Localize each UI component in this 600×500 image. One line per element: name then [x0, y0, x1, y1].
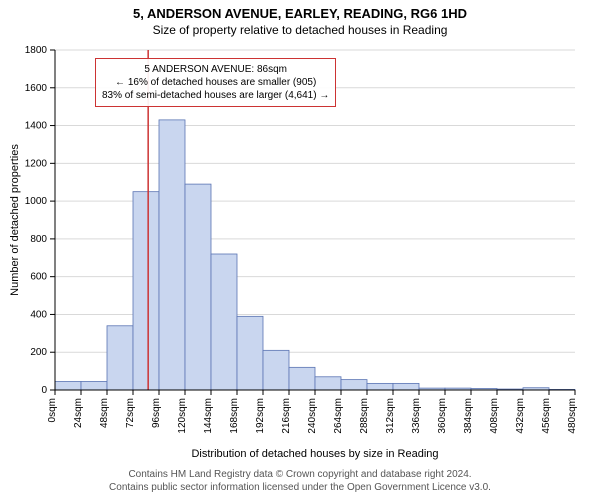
svg-text:1000: 1000 [25, 196, 48, 207]
y-axis-label: Number of detached properties [9, 144, 21, 296]
svg-text:216sqm: 216sqm [281, 398, 292, 434]
chart-title-line2: Size of property relative to detached ho… [0, 21, 600, 37]
svg-text:400: 400 [30, 309, 47, 320]
annotation-line1: 5 ANDERSON AVENUE: 86sqm [102, 63, 329, 76]
footer-line2: Contains public sector information licen… [0, 481, 600, 494]
svg-text:480sqm: 480sqm [567, 398, 578, 434]
chart-container: 5, ANDERSON AVENUE, EARLEY, READING, RG6… [0, 0, 600, 500]
svg-text:264sqm: 264sqm [333, 398, 344, 434]
svg-text:240sqm: 240sqm [307, 398, 318, 434]
svg-text:432sqm: 432sqm [515, 398, 526, 434]
svg-text:168sqm: 168sqm [229, 398, 240, 434]
svg-text:200: 200 [30, 347, 47, 358]
footer-line1: Contains HM Land Registry data © Crown c… [0, 468, 600, 481]
footer-attribution: Contains HM Land Registry data © Crown c… [0, 468, 600, 494]
svg-text:1200: 1200 [25, 158, 48, 169]
svg-text:456sqm: 456sqm [541, 398, 552, 434]
svg-text:1400: 1400 [25, 121, 48, 132]
svg-text:0sqm: 0sqm [47, 398, 58, 422]
annotation-line3: 83% of semi-detached houses are larger (… [102, 89, 329, 102]
svg-text:384sqm: 384sqm [463, 398, 474, 434]
svg-text:1800: 1800 [25, 45, 48, 56]
svg-text:24sqm: 24sqm [73, 398, 84, 428]
svg-text:800: 800 [30, 234, 47, 245]
svg-text:120sqm: 120sqm [177, 398, 188, 434]
annotation-box: 5 ANDERSON AVENUE: 86sqm ← 16% of detach… [95, 58, 336, 107]
svg-text:360sqm: 360sqm [437, 398, 448, 434]
svg-text:0: 0 [41, 385, 47, 396]
x-axis-label: Distribution of detached houses by size … [55, 448, 575, 460]
chart-title-line1: 5, ANDERSON AVENUE, EARLEY, READING, RG6… [0, 0, 600, 21]
svg-text:408sqm: 408sqm [489, 398, 500, 434]
svg-text:96sqm: 96sqm [151, 398, 162, 428]
svg-text:288sqm: 288sqm [359, 398, 370, 434]
svg-text:312sqm: 312sqm [385, 398, 396, 434]
svg-text:600: 600 [30, 272, 47, 283]
svg-text:144sqm: 144sqm [203, 398, 214, 434]
svg-text:1600: 1600 [25, 83, 48, 94]
svg-text:72sqm: 72sqm [125, 398, 136, 428]
chart-area: 0200400600800100012001400160018000sqm24s… [55, 50, 575, 390]
annotation-line2: ← 16% of detached houses are smaller (90… [102, 76, 329, 89]
svg-text:192sqm: 192sqm [255, 398, 266, 434]
svg-text:336sqm: 336sqm [411, 398, 422, 434]
svg-text:48sqm: 48sqm [99, 398, 110, 428]
